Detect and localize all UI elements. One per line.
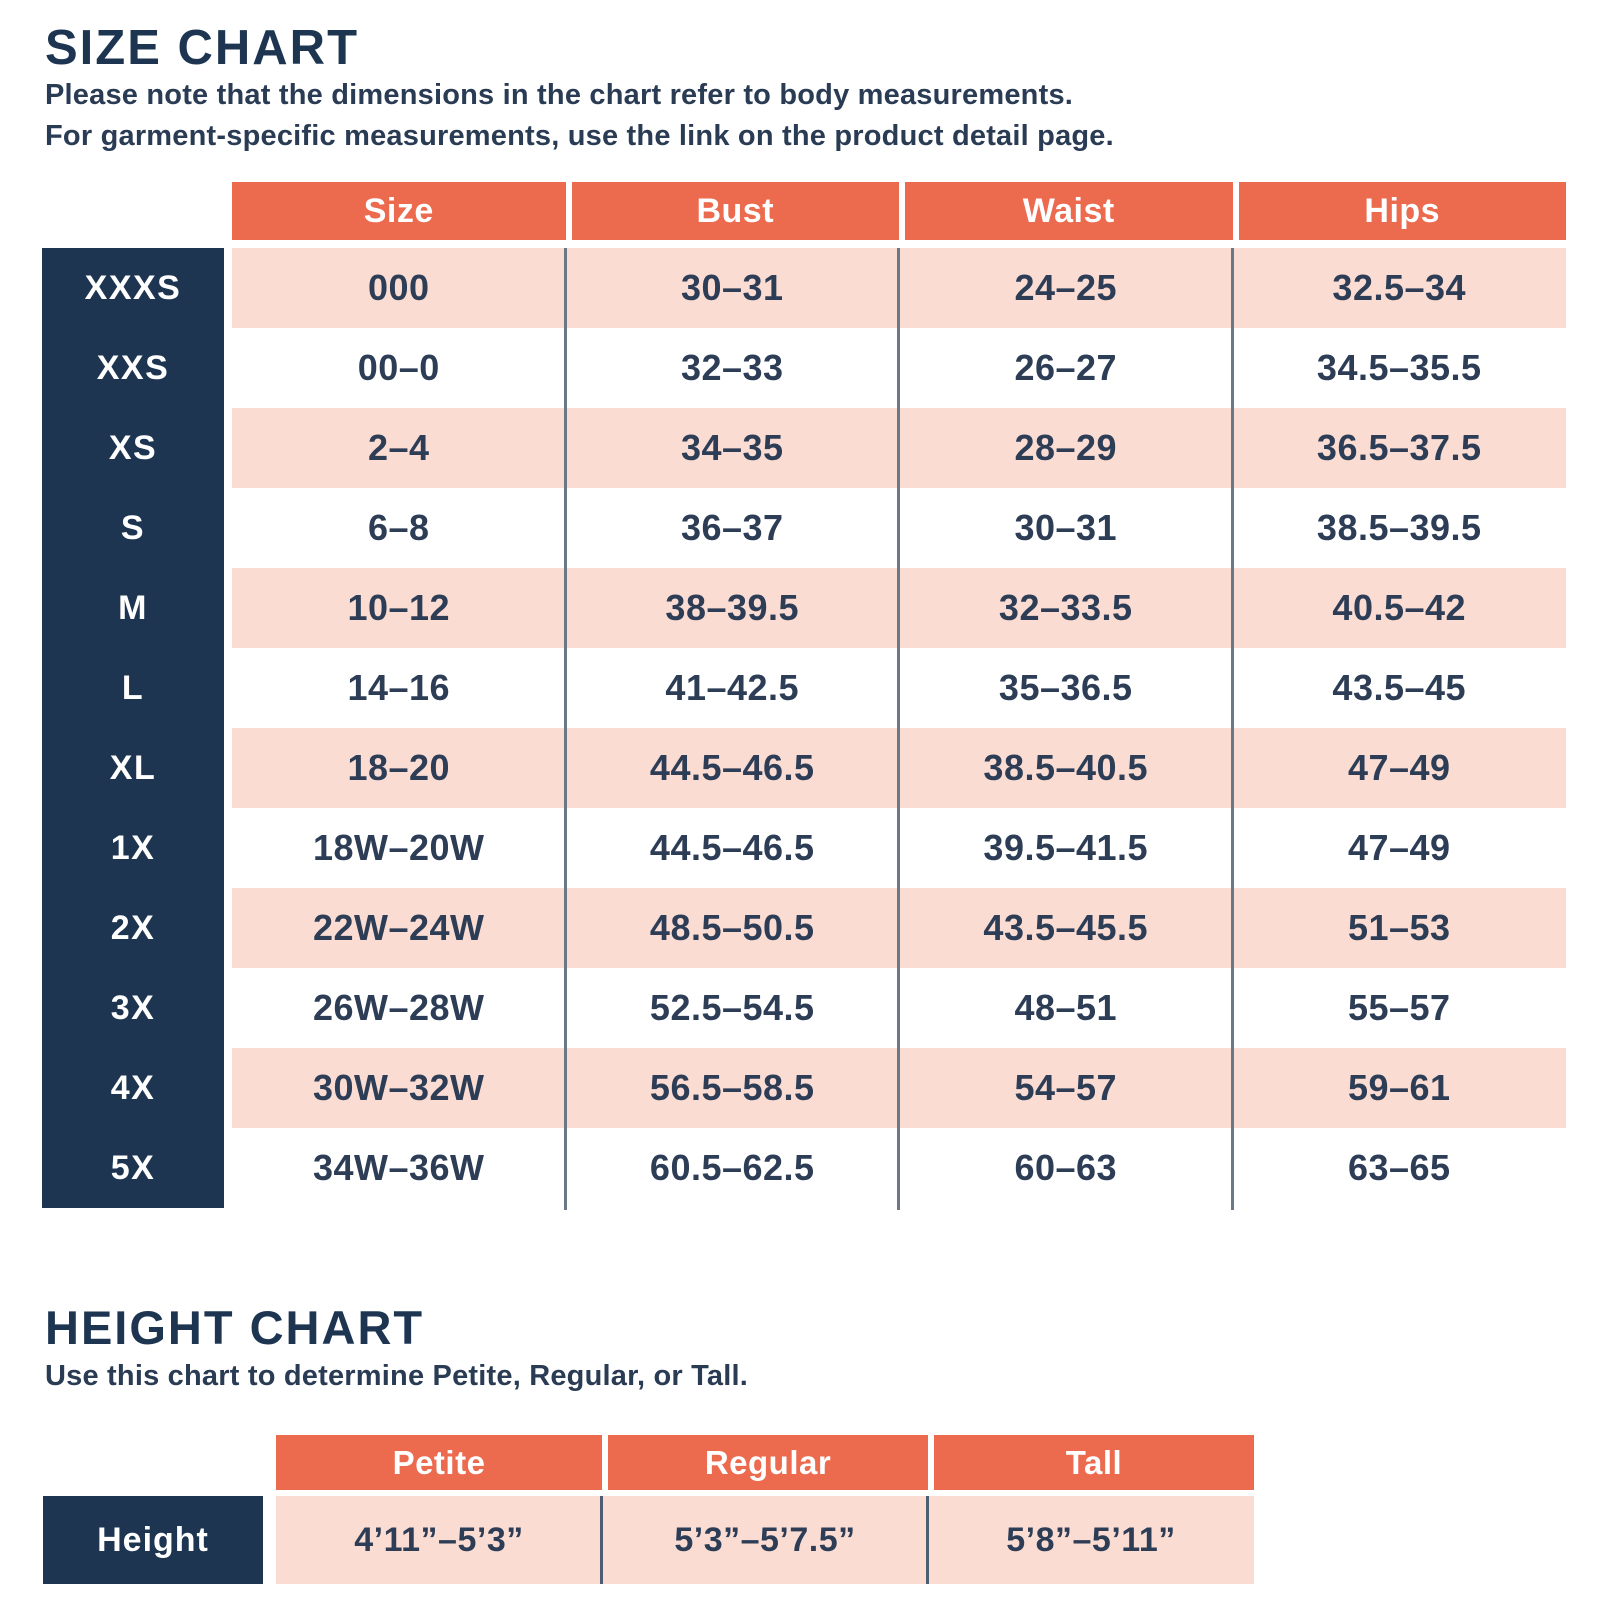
size-chart-subtitle-line1: Please note that the dimensions in the c… xyxy=(45,79,1074,111)
size-chart-cell-waist: 28–29 xyxy=(1014,427,1118,468)
size-chart-row-label: 2X xyxy=(42,888,224,968)
column-divider xyxy=(897,248,900,1210)
size-chart-row-label: L xyxy=(42,648,224,728)
size-chart-cell-waist: 26–27 xyxy=(1014,347,1118,388)
size-chart-cell-hips: 36.5–37.5 xyxy=(1316,427,1482,468)
size-chart-cell-size: 10–12 xyxy=(347,587,451,628)
size-chart-cell-hips: 51–53 xyxy=(1347,907,1451,948)
height-chart-column-header: Petite xyxy=(276,1435,602,1490)
size-chart-column-header: Waist xyxy=(899,182,1233,240)
size-chart-cell-hips: 34.5–35.5 xyxy=(1316,347,1482,388)
column-divider xyxy=(926,1496,929,1584)
size-chart-row-label: 4X xyxy=(42,1048,224,1128)
size-chart-cell-waist: 30–31 xyxy=(1014,507,1118,548)
column-divider xyxy=(1231,248,1234,1210)
height-chart-cell-regular: 5’3”–5’7.5” xyxy=(674,1520,856,1559)
height-chart-subtitle: Use this chart to determine Petite, Regu… xyxy=(45,1360,749,1392)
size-chart-cell-size: 14–16 xyxy=(347,667,451,708)
size-chart-cell-bust: 52.5–54.5 xyxy=(649,987,815,1028)
size-chart-column-header: Bust xyxy=(565,182,899,240)
size-chart-cell-size: 6–8 xyxy=(367,507,430,548)
size-chart-cell-bust: 34–35 xyxy=(680,427,784,468)
size-chart-cell-bust: 48.5–50.5 xyxy=(649,907,815,948)
size-chart-cell-bust: 44.5–46.5 xyxy=(649,827,815,868)
size-chart-cell-size: 18–20 xyxy=(347,747,451,788)
size-chart-cell-size: 30W–32W xyxy=(312,1067,485,1108)
column-divider xyxy=(600,1496,603,1584)
size-chart-cell-bust: 38–39.5 xyxy=(665,587,800,628)
size-chart-column-header: Hips xyxy=(1232,182,1566,240)
height-chart-column-header: Regular xyxy=(602,1435,928,1490)
column-divider xyxy=(564,248,567,1210)
size-chart-cell-bust: 36–37 xyxy=(680,507,784,548)
size-chart-cell-waist: 60–63 xyxy=(1014,1147,1118,1188)
size-chart-cell-size: 26W–28W xyxy=(312,987,485,1028)
size-chart-cell-waist: 39.5–41.5 xyxy=(983,827,1149,868)
size-chart-cell-size: 000 xyxy=(367,267,430,308)
size-chart-cell-hips: 63–65 xyxy=(1347,1147,1451,1188)
size-chart-cell-hips: 38.5–39.5 xyxy=(1316,507,1482,548)
height-chart-cell-tall: 5’8”–5’11” xyxy=(1006,1520,1176,1559)
height-chart-header-row: Petite Regular Tall xyxy=(276,1435,1254,1490)
size-chart-row-label: 3X xyxy=(42,968,224,1048)
height-chart-title: HEIGHT CHART xyxy=(45,1301,425,1354)
size-chart-cell-bust: 60.5–62.5 xyxy=(649,1147,815,1188)
size-chart-cell-waist: 43.5–45.5 xyxy=(983,907,1149,948)
size-chart-cell-size: 34W–36W xyxy=(312,1147,485,1188)
size-chart-cell-waist: 32–33.5 xyxy=(998,587,1133,628)
size-chart-row-label: XS xyxy=(42,408,224,488)
size-chart-header-row: Size Bust Waist Hips xyxy=(232,182,1566,240)
height-chart-row-label: Height xyxy=(43,1496,263,1584)
size-chart-title: SIZE CHART xyxy=(45,21,359,75)
size-chart-label-column: XXXS XXS XS S M L XL 1X 2X 3X 4X 5X xyxy=(42,248,224,1208)
height-chart-table: Petite Regular Tall Height 4’11”–5’3” 5’3”–… xyxy=(0,1435,1600,1585)
size-chart-cell-hips: 32.5–34 xyxy=(1332,267,1467,308)
size-chart-row-label: 5X xyxy=(42,1128,224,1208)
size-chart-row-label: XXS xyxy=(42,328,224,408)
size-chart-cell-size: 2–4 xyxy=(367,427,430,468)
size-chart-row: 26W–28W 52.5–54.5 48–51 55–57 xyxy=(232,968,1566,1048)
size-chart-row-label: 1X xyxy=(42,808,224,888)
height-chart-values-row: 4’11”–5’3” 5’3”–5’7.5” 5’8”–5’11” xyxy=(276,1496,1254,1584)
height-chart-column-header: Tall xyxy=(928,1435,1254,1490)
size-chart-row-label: M xyxy=(42,568,224,648)
size-chart-row-label: XXXS xyxy=(42,248,224,328)
size-chart-cell-hips: 47–49 xyxy=(1347,747,1451,788)
size-chart-cell-hips: 55–57 xyxy=(1347,987,1451,1028)
size-chart-cell-waist: 48–51 xyxy=(1014,987,1118,1028)
size-chart-row: 2–4 34–35 28–29 36.5–37.5 xyxy=(232,408,1566,488)
size-chart-cell-bust: 56.5–58.5 xyxy=(649,1067,815,1108)
size-chart-cell-size: 18W–20W xyxy=(312,827,485,868)
size-chart-cell-bust: 32–33 xyxy=(680,347,784,388)
size-chart-cell-waist: 24–25 xyxy=(1014,267,1118,308)
size-chart-cell-bust: 44.5–46.5 xyxy=(649,747,815,788)
size-chart-cell-hips: 40.5–42 xyxy=(1332,587,1467,628)
size-chart-cell-waist: 38.5–40.5 xyxy=(983,747,1149,788)
size-chart-cell-hips: 43.5–45 xyxy=(1332,667,1467,708)
size-chart-cell-bust: 41–42.5 xyxy=(665,667,800,708)
size-chart-cell-bust: 30–31 xyxy=(680,267,784,308)
size-chart-cell-size: 22W–24W xyxy=(312,907,485,948)
size-chart-cell-size: 00–0 xyxy=(357,347,440,388)
size-chart-row-label: S xyxy=(42,488,224,568)
height-chart-cell-petite: 4’11”–5’3” xyxy=(354,1520,524,1559)
size-chart-cell-waist: 54–57 xyxy=(1014,1067,1118,1108)
size-chart-table: Size Bust Waist Hips XXXS XXS XS S M L XL 1X 2X 3X 4X… xyxy=(0,182,1600,1227)
size-chart-cell-hips: 47–49 xyxy=(1347,827,1451,868)
size-chart-subtitle-line2: For garment-specific measurements, use t… xyxy=(45,120,1114,152)
size-chart-row-label: XL xyxy=(42,728,224,808)
size-chart-column-header: Size xyxy=(232,182,566,240)
size-chart-cell-waist: 35–36.5 xyxy=(998,667,1133,708)
size-chart-cell-hips: 59–61 xyxy=(1347,1067,1451,1108)
